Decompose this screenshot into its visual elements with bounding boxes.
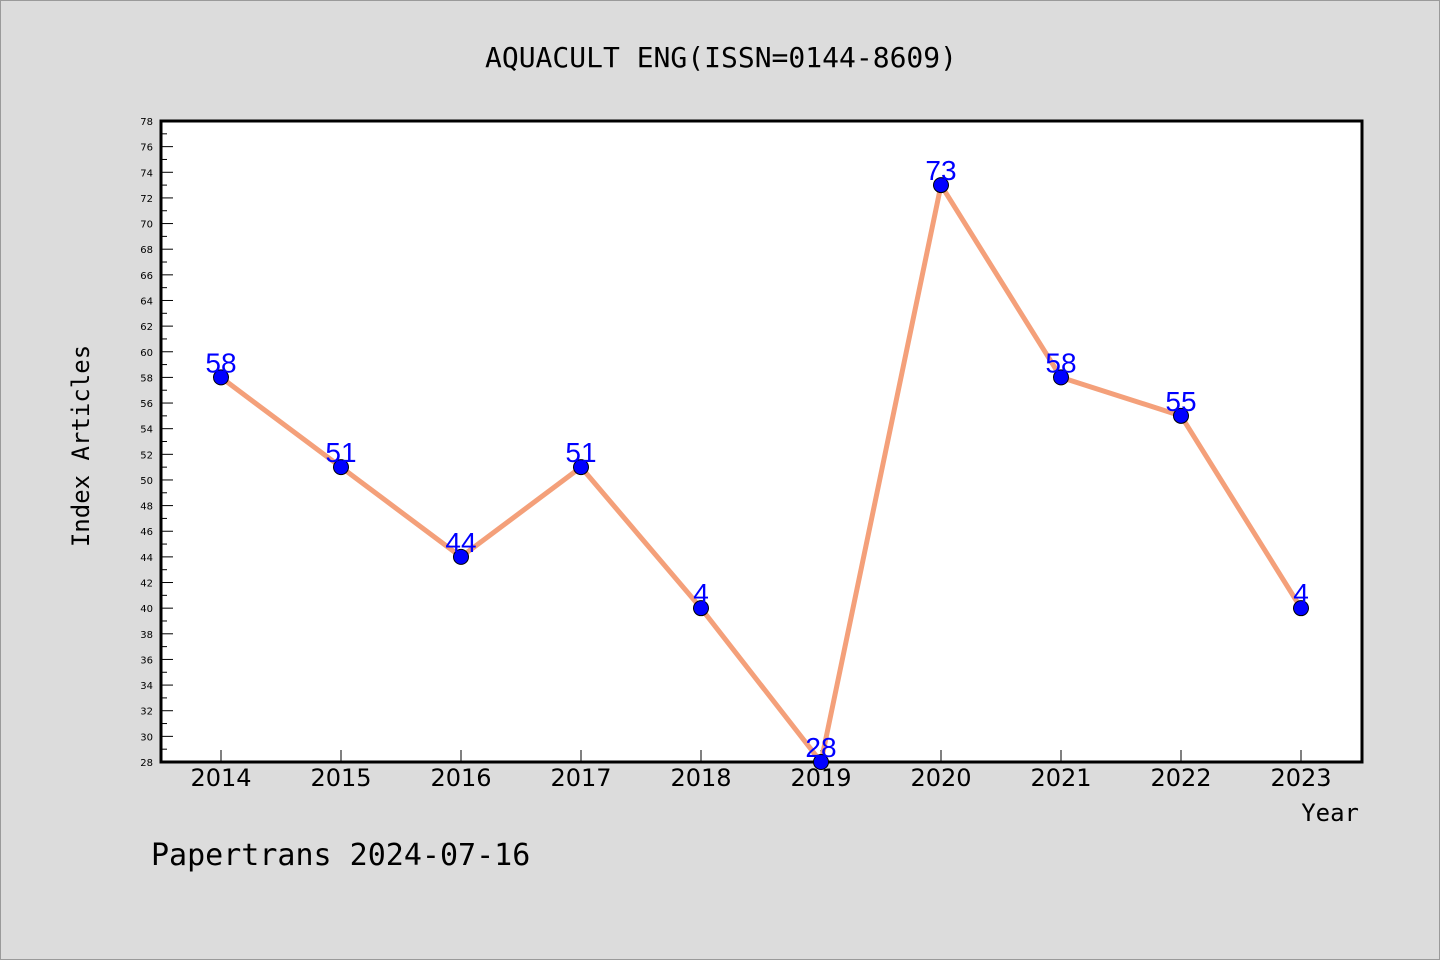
y-tick-label: 68 [140, 245, 153, 256]
data-label-2014: 58 [205, 347, 236, 378]
data-point-2020 [933, 177, 949, 194]
y-tick-label: 40 [140, 604, 153, 615]
y-tick-label: 52 [140, 450, 153, 461]
data-point-2017 [573, 459, 589, 476]
y-tick-label: 64 [140, 296, 153, 307]
data-point-2015 [333, 459, 349, 476]
x-axis-title: Year [1301, 799, 1359, 827]
y-tick-label: 44 [140, 553, 153, 564]
y-tick-label: 30 [140, 732, 153, 743]
y-tick-label: 54 [140, 425, 153, 436]
line-segment [338, 464, 464, 560]
x-axis: 2014 2015 2016 2017 2018 2019 2020 2021 2022 2023 [190, 750, 1332, 792]
chart-title: AQUACULT ENG(ISSN=0144-8609) [485, 41, 957, 74]
data-point-2016 [453, 548, 469, 565]
x-tick-label: 2016 [430, 764, 491, 792]
line-segment [458, 464, 584, 560]
y-tick-label: 60 [140, 348, 153, 359]
y-tick-label: 66 [140, 271, 153, 282]
line-segment [938, 182, 1064, 380]
y-tick-label: 58 [140, 373, 153, 384]
y-tick-label: 76 [140, 143, 153, 154]
x-tick-label: 2015 [310, 764, 371, 792]
y-axis-title: Index Articles [67, 345, 95, 547]
x-tick-label: 2021 [1030, 764, 1091, 792]
y-tick-label: 72 [140, 194, 153, 205]
y-tick-label: 34 [140, 681, 153, 692]
y-tick-label: 32 [140, 707, 153, 718]
data-point-2021 [1053, 369, 1069, 386]
y-tick-label: 70 [140, 220, 153, 231]
data-point-2018 [693, 600, 709, 617]
y-tick-label: 48 [140, 502, 153, 513]
line-segment [818, 182, 944, 765]
line-segment [1178, 413, 1304, 611]
data-label-2023: 4 [1293, 578, 1309, 609]
y-tick-label: 28 [140, 758, 153, 769]
x-tick-label: 2023 [1270, 764, 1331, 792]
y-tick-label: 42 [140, 579, 153, 590]
line-segment [1058, 374, 1184, 419]
line-segment [218, 374, 344, 470]
series-line [218, 182, 1304, 765]
data-label-2018: 4 [693, 578, 709, 609]
y-tick-label: 38 [140, 630, 153, 641]
y-tick-label: 74 [140, 168, 153, 179]
data-markers [213, 177, 1309, 770]
data-label-2020: 73 [925, 155, 956, 186]
x-tick-label: 2017 [550, 764, 611, 792]
data-point-2019 [813, 754, 829, 770]
y-axis: 28 30 32 34 36 38 40 42 44 46 48 50 52 54 56 58 60 62 64 66… [140, 117, 173, 769]
data-label-2021: 58 [1045, 347, 1076, 378]
data-point-2014 [213, 369, 229, 386]
data-label-2017: 51 [565, 437, 596, 468]
data-point-2022 [1173, 407, 1189, 424]
line-segment [698, 605, 824, 765]
footer-credit: Papertrans 2024-07-16 [151, 838, 530, 873]
line-segment [578, 464, 704, 611]
y-tick-label: 50 [140, 476, 153, 487]
data-label-2016: 44 [445, 527, 476, 558]
x-tick-label: 2014 [190, 764, 251, 792]
y-tick-label: 56 [140, 399, 153, 410]
y-tick-label: 36 [140, 655, 153, 666]
x-tick-label: 2020 [910, 764, 971, 792]
data-labels: 58 51 44 51 4 28 73 58 55 4 [205, 155, 1308, 763]
y-tick-label: 78 [140, 117, 153, 128]
y-tick-label: 46 [140, 527, 153, 538]
data-label-2019: 28 [805, 732, 836, 763]
x-tick-label: 2018 [670, 764, 731, 792]
plot-area [159, 119, 1364, 764]
y-tick-label: 62 [140, 322, 153, 333]
data-label-2015: 51 [325, 437, 356, 468]
data-point-2023 [1293, 600, 1309, 617]
data-label-2022: 55 [1165, 386, 1196, 417]
x-tick-label: 2022 [1150, 764, 1211, 792]
